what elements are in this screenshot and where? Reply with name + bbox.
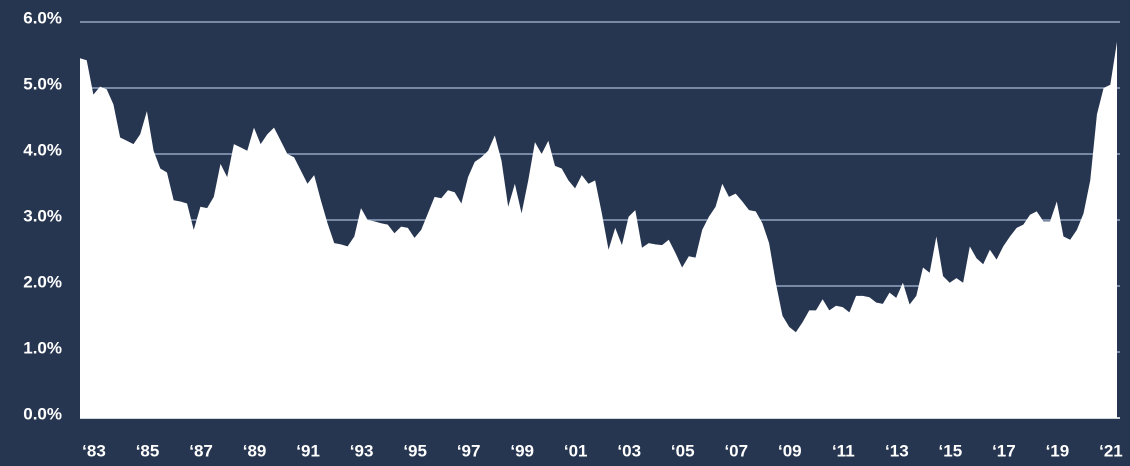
x-tick-label: ‘97 <box>457 441 481 460</box>
x-tick-label: ‘93 <box>350 441 374 460</box>
x-tick-label: ‘07 <box>724 441 748 460</box>
x-tick-label: ‘05 <box>671 441 695 460</box>
x-tick-label: ‘87 <box>189 441 213 460</box>
x-tick-label: ‘21 <box>1099 441 1123 460</box>
x-tick-label: ‘99 <box>510 441 534 460</box>
x-tick-label: ‘85 <box>136 441 160 460</box>
x-tick-label: ‘19 <box>1046 441 1070 460</box>
x-tick-label: ‘17 <box>992 441 1016 460</box>
x-tick-label: ‘01 <box>564 441 588 460</box>
x-tick-label: ‘91 <box>296 441 320 460</box>
y-tick-label: 2.0% <box>23 272 62 291</box>
y-tick-label: 1.0% <box>23 338 62 357</box>
y-tick-label: 6.0% <box>23 8 62 27</box>
x-tick-label: ‘95 <box>403 441 427 460</box>
x-tick-label: ‘03 <box>617 441 641 460</box>
x-tick-label: ‘13 <box>885 441 909 460</box>
x-tick-label: ‘15 <box>939 441 963 460</box>
y-tick-label: 0.0% <box>23 404 62 423</box>
area <box>80 41 1117 419</box>
y-tick-label: 5.0% <box>23 74 62 93</box>
x-tick-label: ‘11 <box>832 441 855 460</box>
y-tick-label: 4.0% <box>23 140 62 159</box>
x-tick-label: ‘89 <box>243 441 267 460</box>
y-tick-label: 3.0% <box>23 206 62 225</box>
x-tick-label: ‘09 <box>778 441 802 460</box>
x-tick-label: ‘83 <box>82 441 106 460</box>
